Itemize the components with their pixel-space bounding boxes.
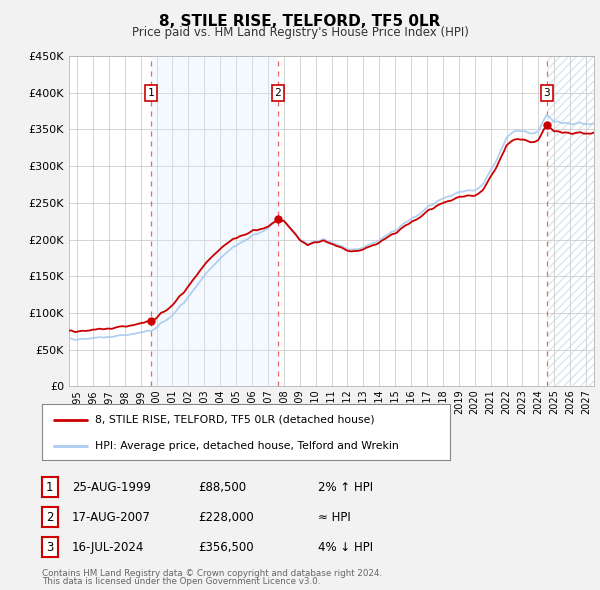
Text: 8, STILE RISE, TELFORD, TF5 0LR (detached house): 8, STILE RISE, TELFORD, TF5 0LR (detache…	[95, 415, 374, 425]
Text: This data is licensed under the Open Government Licence v3.0.: This data is licensed under the Open Gov…	[42, 577, 320, 586]
Text: Contains HM Land Registry data © Crown copyright and database right 2024.: Contains HM Land Registry data © Crown c…	[42, 569, 382, 578]
Text: 16-JUL-2024: 16-JUL-2024	[72, 540, 145, 554]
Text: Price paid vs. HM Land Registry's House Price Index (HPI): Price paid vs. HM Land Registry's House …	[131, 26, 469, 39]
Text: ≈ HPI: ≈ HPI	[318, 510, 351, 524]
Text: 2: 2	[274, 88, 281, 98]
Text: £228,000: £228,000	[198, 510, 254, 524]
Text: 1: 1	[46, 480, 53, 494]
Text: 2% ↑ HPI: 2% ↑ HPI	[318, 480, 373, 494]
Text: HPI: Average price, detached house, Telford and Wrekin: HPI: Average price, detached house, Telf…	[95, 441, 399, 451]
Text: £88,500: £88,500	[198, 480, 246, 494]
Bar	[547, 56, 594, 386]
Text: 1: 1	[148, 88, 154, 98]
Text: 25-AUG-1999: 25-AUG-1999	[72, 480, 151, 494]
Text: 3: 3	[46, 540, 53, 554]
Text: 17-AUG-2007: 17-AUG-2007	[72, 510, 151, 524]
Bar	[151, 56, 278, 386]
Text: 4% ↓ HPI: 4% ↓ HPI	[318, 540, 373, 554]
Text: 3: 3	[544, 88, 550, 98]
Text: £356,500: £356,500	[198, 540, 254, 554]
Text: 8, STILE RISE, TELFORD, TF5 0LR: 8, STILE RISE, TELFORD, TF5 0LR	[160, 14, 440, 30]
Text: 2: 2	[46, 510, 53, 524]
